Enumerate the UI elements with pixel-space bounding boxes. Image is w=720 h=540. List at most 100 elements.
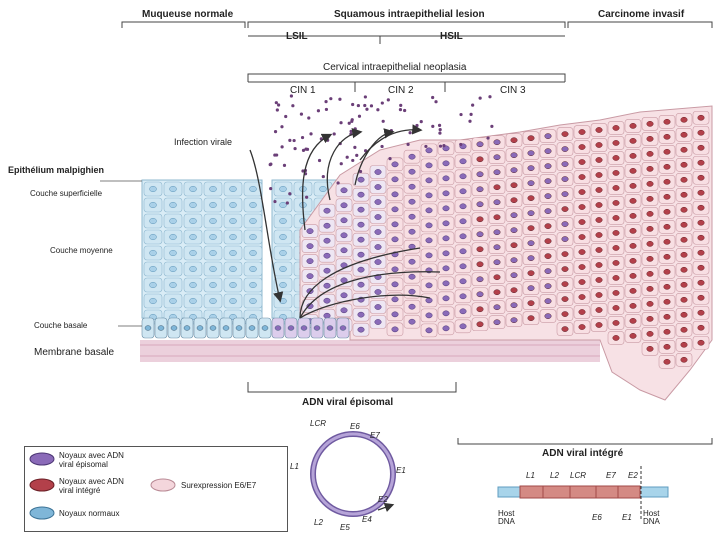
- header-normal-mucosa: Muqueuse normale: [142, 9, 234, 20]
- virion: [332, 132, 336, 136]
- virion: [388, 157, 392, 161]
- episomal-gene-l1: L1: [290, 462, 299, 471]
- virion: [289, 94, 294, 98]
- lesion-cell-nucleus: [391, 236, 399, 243]
- lesion-cell-nucleus: [680, 146, 688, 153]
- virion: [349, 129, 353, 133]
- normal-cell-nucleus: [319, 185, 327, 193]
- lesion-cell-nucleus: [544, 148, 552, 154]
- virion: [363, 95, 367, 99]
- virion: [486, 136, 490, 140]
- lesion-cell-nucleus: [612, 275, 620, 281]
- lesion-cell-nucleus: [697, 129, 705, 136]
- lesion-cell-nucleus: [578, 174, 586, 180]
- lesion-cell-nucleus: [374, 304, 382, 310]
- normal-cell-nucleus: [279, 217, 287, 225]
- lesion-cell-nucleus: [646, 286, 654, 292]
- lesion-cell-nucleus: [442, 190, 450, 197]
- lesion-cell-nucleus: [629, 318, 637, 324]
- legend-integrated: Noyaux avec ADN viral intégré: [59, 477, 124, 495]
- lesion-cell-nucleus: [561, 326, 569, 332]
- basal-cell-nucleus: [222, 325, 230, 331]
- virion: [339, 162, 343, 166]
- lesion-cell-nucleus: [408, 213, 416, 220]
- lesion-cell-nucleus: [561, 281, 569, 287]
- virion: [301, 169, 305, 173]
- lesion-cell-nucleus: [374, 214, 382, 220]
- lesion-cell-nucleus: [493, 229, 501, 236]
- lesion-cell-nucleus: [561, 311, 569, 317]
- lesion-cell-nucleus: [459, 188, 467, 195]
- lesion-cell-nucleus: [629, 138, 637, 144]
- lesion-cell-nucleus: [510, 272, 518, 279]
- virion: [398, 108, 403, 112]
- lesion-cell-nucleus: [544, 208, 552, 214]
- virion: [406, 142, 410, 146]
- lesion-cell-nucleus: [629, 153, 637, 159]
- lesion-cell-nucleus: [476, 156, 484, 163]
- virion: [326, 138, 330, 142]
- basal-cell-nucleus: [261, 325, 269, 331]
- virion: [321, 174, 325, 179]
- lesion-cell-nucleus: [578, 279, 586, 285]
- virion: [347, 121, 351, 125]
- lesion-cell-nucleus: [697, 144, 705, 151]
- lesion-cell-nucleus: [425, 282, 433, 289]
- lesion-cell-nucleus: [357, 191, 365, 198]
- lesion-cell-nucleus: [408, 273, 416, 280]
- lesion-cell-nucleus: [425, 147, 433, 154]
- virion: [329, 97, 333, 101]
- normal-cell-nucleus: [189, 185, 197, 193]
- lesion-cell-nucleus: [527, 300, 535, 306]
- lesion-cell-nucleus: [442, 250, 450, 257]
- lesion-cell-nucleus: [612, 335, 620, 341]
- virion: [459, 142, 463, 147]
- normal-cell-nucleus: [169, 297, 177, 305]
- normal-cell-nucleus: [149, 201, 157, 209]
- basal-cell-nucleus: [183, 325, 191, 331]
- normal-cell-nucleus: [169, 249, 177, 257]
- lesion-cell-nucleus: [595, 157, 603, 163]
- lesion-cell-nucleus: [493, 139, 501, 146]
- normal-cell-nucleus: [249, 281, 257, 289]
- virion: [442, 144, 446, 148]
- basal-cell-nucleus: [274, 325, 282, 331]
- lesion-cell-nucleus: [646, 121, 654, 127]
- lesion-cell-nucleus: [646, 196, 654, 202]
- lesion-cell-nucleus: [663, 283, 671, 290]
- lesion-cells: [301, 110, 710, 369]
- lesion-cell-nucleus: [629, 183, 637, 189]
- basement-membrane: [140, 340, 600, 362]
- virion: [380, 101, 384, 105]
- lesion-cell-nucleus: [374, 184, 382, 190]
- lesion-cell-nucleus: [680, 356, 688, 363]
- episomal-gene-e2: E2: [378, 495, 388, 504]
- integrated-gene-e6: E6: [592, 513, 602, 522]
- normal-cell-nucleus: [169, 265, 177, 273]
- lesion-cell-nucleus: [697, 219, 705, 226]
- lesion-cell-nucleus: [306, 258, 314, 264]
- normal-cell-nucleus: [229, 281, 237, 289]
- lesion-cell-nucleus: [442, 160, 450, 167]
- virion: [275, 153, 279, 157]
- lesion-cell-nucleus: [459, 293, 467, 300]
- lesion-cell-nucleus: [680, 266, 688, 273]
- virion: [317, 158, 322, 163]
- lesion-cell-nucleus: [442, 235, 450, 242]
- lesion-cell-nucleus: [408, 183, 416, 190]
- basal-cell-nucleus: [157, 325, 165, 331]
- integrated-gene-e1: E1: [622, 513, 632, 522]
- normal-cell-nucleus: [229, 201, 237, 209]
- lesion-cell-nucleus: [646, 316, 654, 322]
- normal-cell-nucleus: [209, 281, 217, 289]
- lesion-cell-nucleus: [493, 199, 501, 206]
- lesion-cell-nucleus: [595, 292, 603, 298]
- virion: [345, 155, 349, 159]
- episomal-gene-e5: E5: [340, 523, 350, 532]
- lesion-cell-nucleus: [323, 237, 331, 244]
- normal-cell-nucleus: [279, 233, 287, 241]
- normal-cell-nucleus: [229, 185, 237, 193]
- virion: [324, 100, 328, 104]
- virion: [369, 104, 374, 108]
- episomal-gene-e6: E6: [350, 422, 360, 431]
